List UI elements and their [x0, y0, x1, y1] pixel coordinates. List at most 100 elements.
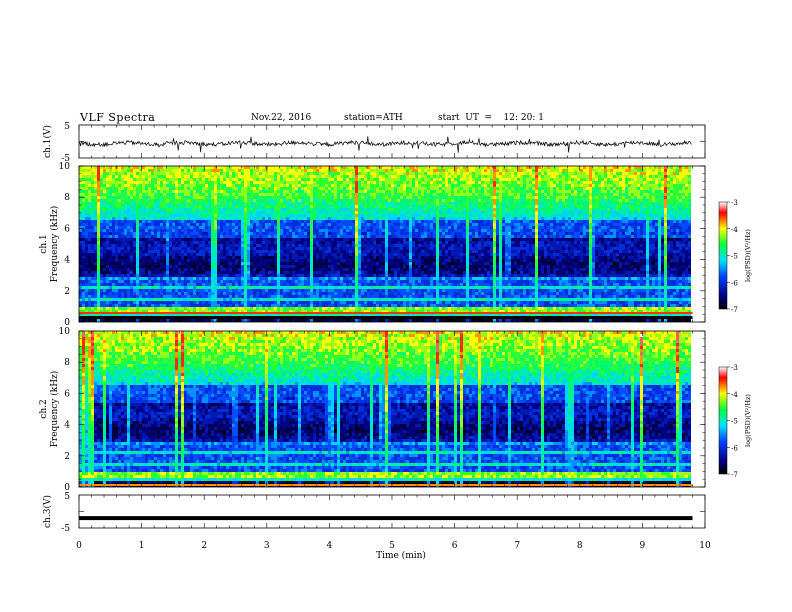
spectro-cell: [445, 259, 451, 262]
spectro-cell: [322, 193, 325, 196]
spectro-cell: [307, 220, 310, 223]
spectro-cell: [445, 250, 448, 253]
spectro-cell: [478, 256, 481, 259]
spectro-cell: [505, 217, 508, 220]
spectro-cell: [523, 187, 526, 190]
spectro-cell: [463, 187, 469, 190]
spectro-cell: [229, 196, 232, 199]
spectro-cell: [463, 202, 469, 205]
spectro-cell: [514, 187, 517, 190]
spectro-cell: [394, 232, 400, 235]
spectro-cell: [172, 208, 175, 211]
spectro-cell: [115, 217, 121, 220]
spectro-cell: [85, 184, 88, 187]
spectro-cell: [142, 181, 145, 184]
spectro-cell: [253, 178, 256, 181]
spectro-cell: [634, 217, 637, 220]
spectro-cell: [295, 184, 298, 187]
spectro-cell: [472, 178, 475, 181]
spectro-cell: [535, 235, 538, 238]
spectro-cell: [289, 250, 292, 253]
spectro-cell: [418, 253, 430, 256]
spectro-cell: [307, 223, 310, 226]
spectro-cell: [475, 178, 481, 181]
spectro-cell: [628, 217, 634, 220]
spectro-cell: [589, 241, 592, 244]
spectro-cell: [616, 229, 619, 232]
spectro-cell: [547, 232, 550, 235]
spectro-cell: [685, 241, 688, 244]
spectro-cell: [535, 178, 538, 181]
spectro-cell: [220, 214, 229, 217]
spectro-cell: [154, 166, 157, 169]
spectro-cell: [289, 190, 292, 193]
spectro-cell: [625, 169, 631, 172]
spectro-cell: [688, 166, 691, 169]
spectro-cell: [412, 250, 415, 253]
spectro-cell: [100, 241, 103, 244]
spectro-cell: [673, 265, 688, 268]
spectro-cell: [574, 196, 577, 199]
spectro-cell: [190, 247, 193, 250]
spectro-cell: [445, 169, 448, 172]
spectro-cell: [589, 205, 592, 208]
spectro-cell: [355, 175, 358, 178]
spectro-cell: [613, 223, 622, 226]
spectro-cell: [436, 241, 439, 244]
spectro-cell: [199, 208, 202, 211]
spectro-cell: [175, 241, 178, 244]
spectro-cell: [205, 247, 211, 250]
spectro-cell: [667, 184, 673, 187]
spectro-cell: [205, 202, 208, 205]
spectro-cell: [358, 241, 361, 244]
spectro-cell: [613, 196, 619, 199]
spectro-cell: [403, 166, 409, 169]
spectro-cell: [526, 187, 529, 190]
spectro-cell: [202, 256, 205, 259]
spectro-cell: [589, 184, 592, 187]
spectro-cell: [328, 184, 331, 187]
spectro-cell: [244, 211, 247, 214]
spectro-cell: [379, 205, 385, 208]
spectro-cell: [682, 202, 691, 205]
spectro-cell: [241, 232, 244, 235]
spectro-cell: [505, 229, 511, 232]
spectro-cell: [421, 175, 427, 178]
spectro-cell: [574, 244, 577, 247]
spectro-cell: [190, 244, 193, 247]
spectro-cell: [634, 196, 637, 199]
spectro-cell: [643, 250, 646, 253]
spectro-cell: [133, 250, 136, 253]
spectro-cell: [619, 220, 622, 223]
spectro-cell: [448, 250, 451, 253]
spectro-cell: [589, 223, 592, 226]
spectro-cell: [250, 187, 253, 190]
spectro-cell: [463, 262, 466, 265]
spectro-cell: [214, 190, 217, 193]
spectro-cell: [100, 187, 106, 190]
spectro-cell: [370, 211, 376, 214]
spectro-cell: [352, 175, 355, 178]
spectro-cell: [250, 259, 253, 262]
spectro-cell: [304, 211, 307, 214]
spectro-cell: [193, 190, 196, 193]
spectro-cell: [262, 178, 265, 181]
spectro-cell: [439, 178, 442, 181]
spectro-cell: [466, 256, 469, 259]
spectro-cell: [664, 205, 667, 208]
spectro-cell: [115, 244, 118, 247]
spectro-cell: [229, 193, 232, 196]
spectro-cell: [652, 265, 658, 268]
spectro-cell: [322, 244, 325, 247]
spectro-cell: [451, 187, 454, 190]
spectro-cell: [376, 235, 385, 238]
spectro-cell: [409, 166, 415, 169]
spectro-cell: [220, 178, 223, 181]
spectro-cell: [649, 202, 655, 205]
spectro-cell: [313, 250, 322, 253]
spectro-cell: [349, 190, 355, 193]
spectro-cell: [127, 247, 130, 250]
spectro-cell: [277, 256, 280, 259]
spectro-cell: [460, 187, 463, 190]
spectro-cell: [307, 211, 310, 214]
